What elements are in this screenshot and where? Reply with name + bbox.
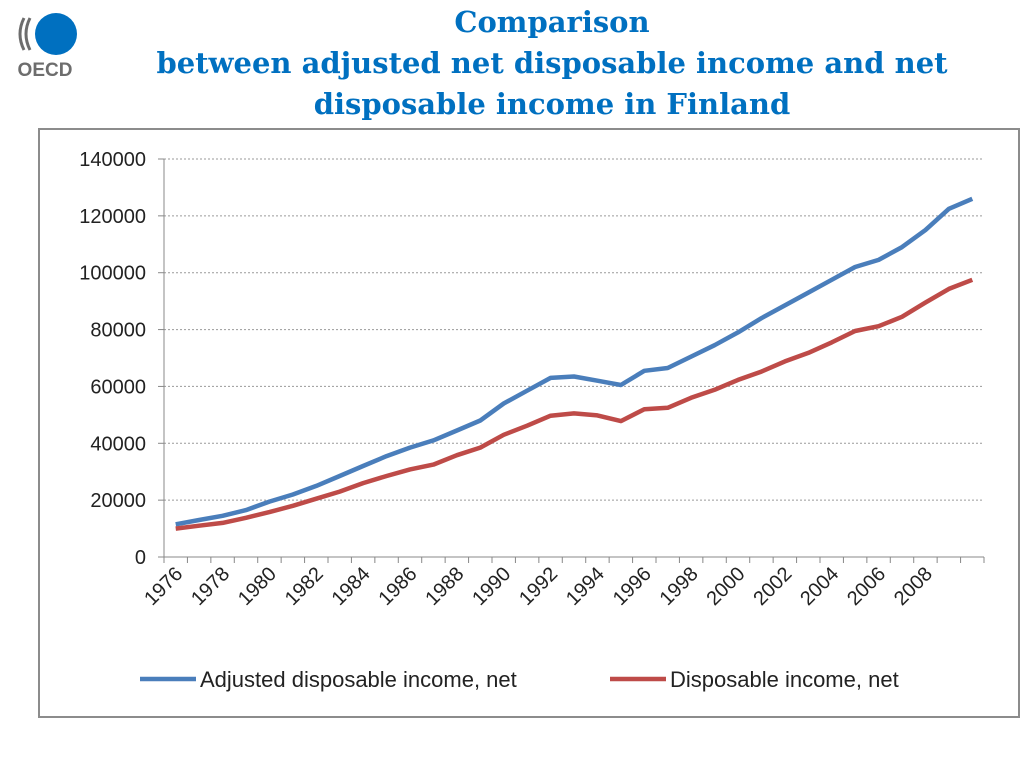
x-tick-label: 1980 (234, 563, 281, 610)
x-tick-label: 2006 (843, 563, 890, 610)
x-tick-label: 2002 (749, 563, 796, 610)
chart-frame: 0 20000 40000 60000 80000 100000 120000 140000 1… (38, 128, 1020, 718)
y-tick-label: 140000 (79, 149, 146, 171)
y-tick-label: 0 (135, 547, 146, 569)
x-tick-label: 1990 (468, 563, 515, 610)
title-line-3: disposable income in Finland (313, 87, 791, 121)
x-tick-label: 1978 (187, 563, 234, 610)
logo-text: OECD (18, 60, 73, 80)
x-tick-label: 1996 (609, 563, 656, 610)
y-tick-label: 120000 (79, 206, 146, 228)
legend-label-1: Adjusted disposable income, net (200, 667, 517, 692)
x-tick-label: 2000 (703, 563, 750, 610)
x-tick-label: 1994 (562, 563, 609, 610)
y-tick-label: 60000 (90, 376, 146, 398)
y-tick-label: 80000 (90, 320, 146, 342)
page-title: Comparison between adjusted net disposab… (110, 2, 994, 125)
oecd-logo-icon: OECD (18, 13, 77, 80)
x-tick-label: 1984 (328, 563, 375, 610)
y-tick-label: 20000 (90, 490, 146, 512)
x-tick-label: 1976 (140, 563, 187, 610)
x-tick-label: 1986 (375, 563, 422, 610)
line-chart: 0 20000 40000 60000 80000 100000 120000 140000 1… (79, 149, 985, 692)
y-tick-label: 40000 (90, 433, 146, 455)
x-tick-label: 2004 (796, 563, 843, 610)
x-tick-label: 1982 (281, 563, 328, 610)
title-line-1: Comparison (454, 5, 650, 39)
x-tick-label: 1988 (421, 563, 468, 610)
legend-label-2: Disposable income, net (670, 667, 899, 692)
x-tick-label: 1998 (656, 563, 703, 610)
x-tick-label: 2008 (890, 563, 937, 610)
y-tick-label: 100000 (79, 263, 146, 285)
series-line-1 (175, 196, 974, 527)
series-line-2 (175, 277, 974, 531)
title-line-2: between adjusted net disposable income a… (156, 46, 948, 80)
x-tick-label: 1992 (515, 563, 562, 610)
